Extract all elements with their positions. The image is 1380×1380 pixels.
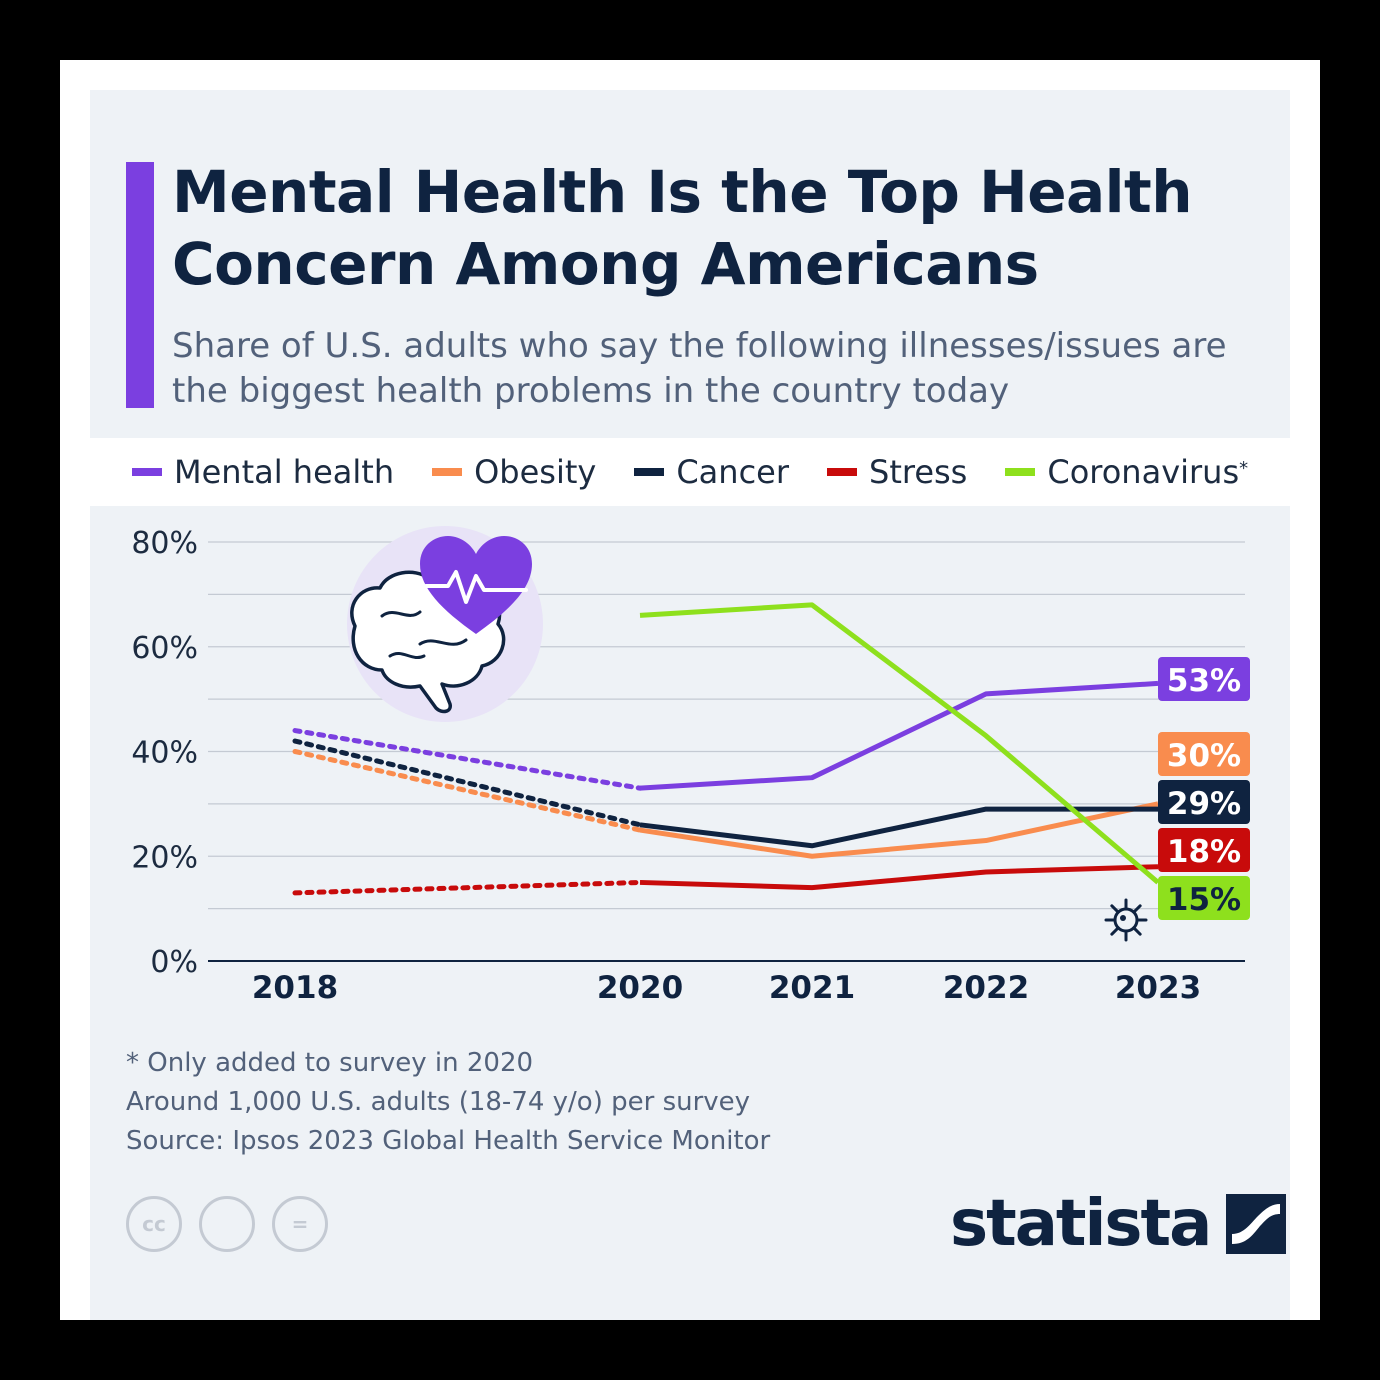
brand-mark-icon [1226, 1194, 1287, 1254]
y-tick-label: 20% [131, 840, 198, 875]
end-label-badge [1158, 732, 1250, 776]
no-derivatives-icon: = [272, 1196, 328, 1252]
y-tick-label: 40% [131, 736, 198, 771]
heart-icon [420, 536, 532, 634]
virus-icon [1104, 898, 1148, 942]
series-dotted-segment [292, 738, 643, 828]
license-icons: cc = [126, 1196, 345, 1252]
chart-title: Mental Health Is the Top Health Concern … [172, 158, 1193, 298]
footnotes: * Only added to survey in 2020 Around 1,… [126, 1044, 770, 1161]
x-tick-label: 2023 [1115, 970, 1201, 1006]
pulse-icon [424, 570, 528, 604]
end-label-badge [1158, 657, 1250, 701]
legend-item: Mental health [132, 453, 394, 491]
brain-folds [380, 600, 476, 659]
series-line [639, 801, 1159, 859]
legend-swatch [132, 468, 162, 476]
end-label-badge [1158, 828, 1250, 872]
series-dotted-segment [292, 879, 643, 896]
chart-subtitle: Share of U.S. adults who say the followi… [172, 326, 1227, 411]
footnote-survey-note: * Only added to survey in 2020 [126, 1048, 534, 1078]
y-tick-label: 80% [131, 526, 198, 561]
end-label-text: 29% [1167, 786, 1241, 822]
series-dotted-segment [292, 749, 643, 833]
end-label-badge [1158, 876, 1250, 920]
chart-panel: 0% 20% 40% 60% 80% 2018 2020 2021 2022 2023 53% 30%… [90, 506, 1290, 1320]
attribution-icon [199, 1196, 255, 1252]
x-tick-label: 2022 [943, 970, 1029, 1006]
line-chart: 0% 20% 40% 60% 80% 2018 2020 2021 2022 2023 53% 30%… [131, 526, 1250, 1006]
legend-label: Mental health [174, 453, 395, 491]
y-tick-label: 0% [150, 945, 198, 980]
legend-swatch [634, 468, 665, 476]
end-label-text: 30% [1167, 738, 1241, 774]
legend-label: Obesity [474, 453, 597, 491]
legend-item: Cancer [634, 453, 789, 491]
legend-swatch [1005, 468, 1036, 476]
legend-swatch [432, 468, 463, 476]
legend-label: Stress [869, 453, 968, 491]
legend: Mental health Obesity Cancer Stress Coronavi… [132, 452, 1286, 492]
y-tick-label: 60% [131, 631, 198, 666]
accent-bar [126, 162, 154, 408]
end-label-text: 53% [1167, 663, 1241, 699]
footnote-sample: Around 1,000 U.S. adults (18-74 y/o) per… [126, 1087, 751, 1117]
cc-icon: cc [126, 1196, 182, 1252]
series-line [639, 680, 1159, 791]
end-label-text: 18% [1167, 834, 1241, 870]
series-line [639, 864, 1159, 891]
x-tick-label: 2020 [597, 970, 683, 1006]
footnote-source: Source: Ipsos 2023 Global Health Service… [126, 1126, 771, 1156]
x-tick-label: 2018 [252, 970, 338, 1006]
legend-label: Cancer [676, 453, 789, 491]
x-tick-label: 2021 [769, 970, 855, 1006]
header-panel [90, 90, 1290, 438]
end-label-text: 15% [1167, 882, 1241, 918]
end-label-badge [1158, 780, 1250, 824]
brand-logo: statista [950, 1184, 1287, 1264]
legend-swatch [827, 468, 857, 476]
brand-name: statista [950, 1187, 1212, 1261]
series-line [639, 602, 1160, 885]
series-dotted-segment [292, 728, 643, 791]
legend-item: Coronavirus * [1005, 453, 1248, 491]
legend-item: Obesity [432, 453, 596, 491]
legend-footnote-marker: * [1239, 457, 1249, 479]
legend-item: Stress [827, 453, 967, 491]
legend-label: Coronavirus [1047, 453, 1240, 491]
